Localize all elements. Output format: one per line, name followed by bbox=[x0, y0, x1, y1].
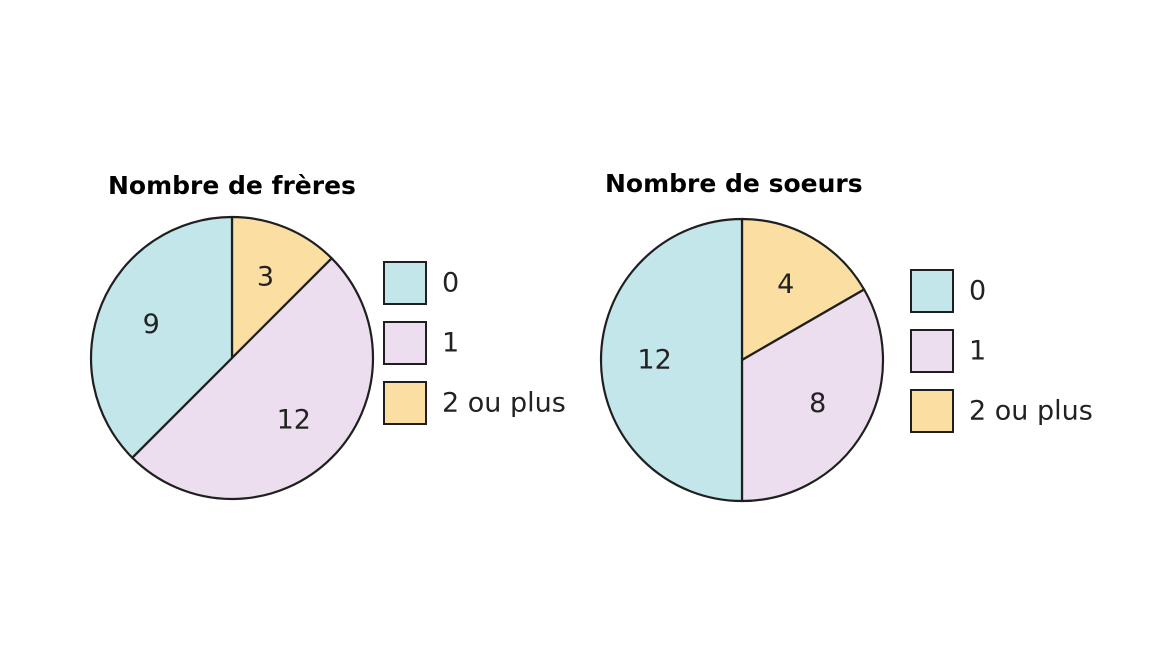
legend-label: 0 bbox=[442, 268, 459, 299]
chart-title: Nombre de soeurs bbox=[605, 169, 863, 198]
legend-label: 2 ou plus bbox=[442, 388, 566, 419]
legend-swatch-0 bbox=[383, 261, 427, 305]
pie-chart-freres: Nombre de frères 3 12 9 0 1 2 ou plus bbox=[89, 171, 566, 500]
slice-value-label: 12 bbox=[277, 404, 311, 435]
pie-slice-1 bbox=[131, 257, 374, 500]
legend-label: 2 ou plus bbox=[969, 396, 1093, 427]
legend-swatch-2-ou-plus bbox=[910, 389, 954, 433]
pie-chart-soeurs: Nombre de soeurs 4 8 12 0 1 2 ou plus bbox=[599, 169, 1093, 503]
legend-swatch-1 bbox=[383, 321, 427, 365]
slice-value-label: 12 bbox=[637, 345, 671, 376]
legend-swatch-1 bbox=[910, 329, 954, 373]
pie-slice-0 bbox=[89, 215, 234, 459]
slice-value-label: 8 bbox=[809, 388, 826, 419]
legend-label: 0 bbox=[969, 276, 986, 307]
pie-slice-2-ou-plus bbox=[230, 215, 333, 360]
legend-swatch-2-ou-plus bbox=[383, 381, 427, 425]
slice-value-label: 4 bbox=[777, 269, 794, 300]
pie-slice-2-ou-plus bbox=[740, 217, 866, 362]
legend-label: 1 bbox=[969, 336, 986, 367]
pie-slice-1 bbox=[740, 288, 885, 503]
slice-value-label: 3 bbox=[257, 262, 274, 293]
legend-label: 1 bbox=[442, 328, 459, 359]
chart-title: Nombre de frères bbox=[108, 171, 356, 200]
pie-slice-0 bbox=[599, 217, 744, 503]
slice-value-label: 9 bbox=[143, 309, 160, 340]
legend-swatch-0 bbox=[910, 269, 954, 313]
